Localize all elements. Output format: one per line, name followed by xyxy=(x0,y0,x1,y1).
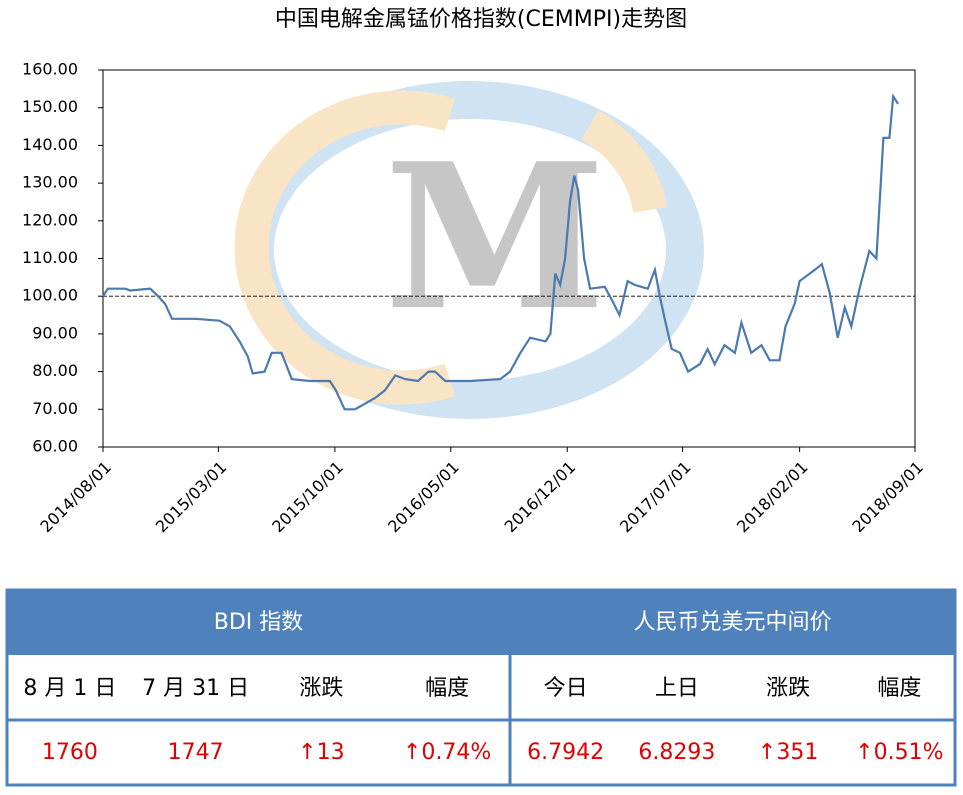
cell-value: ↑13 xyxy=(298,740,344,765)
group-title: BDI 指数 xyxy=(214,610,304,635)
series-line xyxy=(102,93,900,411)
y-tick-label: 150.00 xyxy=(22,97,78,116)
cell-value: ↑0.74% xyxy=(403,740,491,765)
x-tick-label: 2018/09/01 xyxy=(848,458,927,537)
cell-value: 6.8293 xyxy=(638,740,715,765)
x-tick-label: 2016/05/01 xyxy=(384,458,463,537)
column-header: 8 月 1 日 xyxy=(23,676,116,701)
y-tick-label: 60.00 xyxy=(32,437,78,456)
column-header: 上日 xyxy=(655,676,699,701)
cell-value: 1747 xyxy=(168,740,224,765)
y-tick-label: 100.00 xyxy=(22,286,78,305)
cell-value: 6.7942 xyxy=(527,740,604,765)
table: BDI 指数 8 月 1 日 7 月 31 日 涨跌 幅度 1760 1747 ↑13 ↑0.7… xyxy=(5,588,957,787)
x-tick-label: 2016/12/01 xyxy=(501,458,580,537)
column-header: 涨跌 xyxy=(766,676,810,701)
cell-value: ↑0.51% xyxy=(855,740,943,765)
column-header: 今日 xyxy=(544,676,588,701)
x-tick-label: 2018/02/01 xyxy=(733,458,812,537)
chart-title: 中国电解金属锰价格指数(CEMMPI)走势图 xyxy=(275,7,687,32)
group-title: 人民币兑美元中间价 xyxy=(633,610,831,635)
x-tick-label: 2015/10/01 xyxy=(268,458,347,537)
x-tick-label: 2014/08/01 xyxy=(36,458,115,537)
column-header: 涨跌 xyxy=(299,676,343,701)
y-tick-label: 120.00 xyxy=(22,210,78,229)
svg-text:M: M xyxy=(384,120,605,355)
column-header: 7 月 31 日 xyxy=(142,676,249,701)
cell-value: 1760 xyxy=(42,740,98,765)
x-tick-label: 2015/03/01 xyxy=(152,458,231,537)
y-tick-label: 140.00 xyxy=(22,135,78,154)
y-tick-label: 110.00 xyxy=(22,248,78,267)
cell-value: ↑351 xyxy=(758,740,818,765)
y-tick-label: 160.00 xyxy=(22,60,78,79)
x-tick-label: 2017/07/01 xyxy=(616,458,695,537)
column-header: 幅度 xyxy=(877,676,921,701)
y-tick-label: 90.00 xyxy=(32,323,78,342)
column-header: 幅度 xyxy=(425,676,469,701)
watermark: M xyxy=(234,81,704,419)
y-tick-label: 70.00 xyxy=(32,399,78,418)
y-tick-label: 80.00 xyxy=(32,361,78,380)
y-tick-label: 130.00 xyxy=(22,173,78,192)
